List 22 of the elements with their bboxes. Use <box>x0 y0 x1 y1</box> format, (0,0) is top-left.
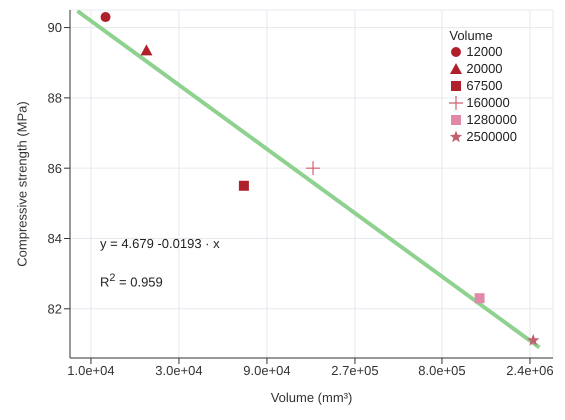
annotation: R$^{2}$ = 0.959 <box>100 272 163 290</box>
y-tick-label: 88 <box>48 90 62 106</box>
y-tick-label: 82 <box>48 301 62 316</box>
legend-label: 12000 <box>466 44 503 59</box>
x-tick-label: 1.0e+04 <box>67 363 115 378</box>
x-tick-label: 8.0e+05 <box>418 363 466 378</box>
x-tick-label: 2.7e+05 <box>331 363 379 378</box>
legend-label: 1280000 <box>466 112 517 127</box>
y-axis-title: Compressive strength (MPa) <box>14 101 30 267</box>
y-tick-label: 90 <box>48 20 62 36</box>
legend-label: 2500000 <box>466 129 517 144</box>
legend-title: Volume <box>449 28 494 43</box>
x-tick-label: 3.0e+04 <box>155 363 203 378</box>
legend-label: 160000 <box>466 95 510 110</box>
annotation: y = 4.679 -0.0193 · x <box>100 236 220 251</box>
y-tick-label: 86 <box>48 160 62 176</box>
legend-label: 67500 <box>466 78 503 93</box>
legend-label: 20000 <box>466 61 503 76</box>
x-tick-label: 9.0e+04 <box>243 363 291 378</box>
x-axis-title: Volume (mm³) <box>270 390 352 405</box>
y-tick-label: 84 <box>48 231 62 246</box>
x-tick-label: 2.4e+06 <box>506 363 554 378</box>
